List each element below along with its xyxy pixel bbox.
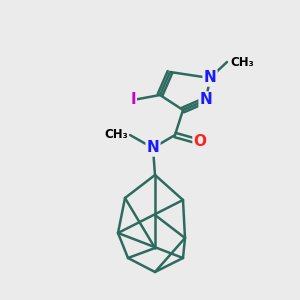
Text: CH₃: CH₃	[104, 128, 128, 142]
Text: N: N	[147, 140, 159, 155]
Text: N: N	[200, 92, 212, 107]
Text: CH₃: CH₃	[230, 56, 254, 68]
Text: I: I	[130, 92, 136, 107]
Text: O: O	[194, 134, 206, 149]
Text: N: N	[204, 70, 216, 86]
